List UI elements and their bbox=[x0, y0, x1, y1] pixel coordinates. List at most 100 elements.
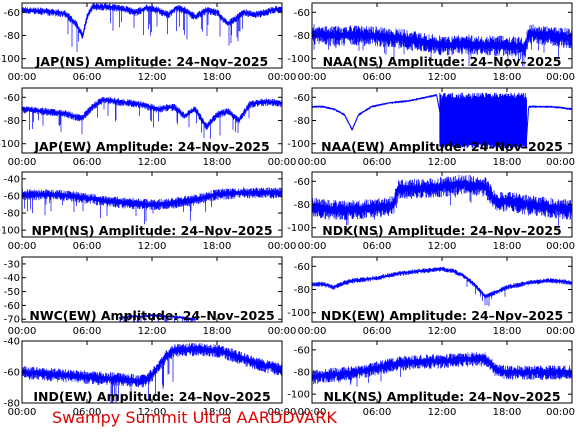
x-tick-label: 06:00 bbox=[363, 72, 392, 83]
x-tick-label: 00:00 bbox=[8, 326, 37, 337]
x-tick-label: 12:00 bbox=[138, 72, 167, 83]
x-tick-label: 12:00 bbox=[138, 326, 167, 337]
amplitude-centerline bbox=[22, 99, 282, 127]
x-tick-label: 06:00 bbox=[73, 407, 102, 418]
x-tick-label: 06:00 bbox=[73, 157, 102, 168]
chart-panel: -100 -80 -60 00:00 06:00 12:00 18:00 00:00 NAA(N… bbox=[287, 2, 575, 83]
x-tick-label: 18:00 bbox=[203, 241, 232, 252]
x-tick-label: 00:00 bbox=[268, 407, 297, 418]
x-tick-label: 00:00 bbox=[268, 157, 297, 168]
y-tick-label: -60 bbox=[4, 8, 20, 19]
amplitude-centerline bbox=[312, 358, 572, 377]
x-tick-label: 00:00 bbox=[546, 407, 575, 418]
x-tick-label: 18:00 bbox=[203, 407, 232, 418]
x-tick-label: 18:00 bbox=[203, 72, 232, 83]
y-tick-label: -60 bbox=[294, 93, 310, 104]
x-tick-label: 18:00 bbox=[493, 241, 522, 252]
y-tick-label: -80 bbox=[4, 116, 20, 127]
x-tick-label: 06:00 bbox=[363, 241, 392, 252]
station-footer: Swampy Summit Ultra AARDDVARK bbox=[52, 408, 337, 427]
chart-panel: -100 -80 -60 00:00 06:00 12:00 18:00 00:00 NAA(E… bbox=[287, 87, 575, 168]
y-tick-label: -100 bbox=[287, 139, 310, 150]
x-tick-label: 06:00 bbox=[363, 326, 392, 337]
y-tick-label: -80 bbox=[4, 31, 20, 42]
y-tick-label: -60 bbox=[4, 368, 20, 379]
x-tick-label: 00:00 bbox=[298, 72, 327, 83]
amplitude-centerline bbox=[312, 268, 572, 297]
y-tick-label: -60 bbox=[294, 262, 310, 273]
y-tick-label: -60 bbox=[4, 191, 20, 202]
x-tick-label: 06:00 bbox=[73, 241, 102, 252]
chart-panel: -70 -60 -50 -40 -30 00:00 06:00 12:00 18:00 00:00… bbox=[4, 256, 297, 337]
x-tick-label: 00:00 bbox=[546, 72, 575, 83]
y-tick-label: -80 bbox=[294, 116, 310, 127]
x-tick-label: 00:00 bbox=[298, 241, 327, 252]
y-tick-label: -100 bbox=[0, 226, 20, 237]
y-tick-label: -70 bbox=[4, 315, 20, 326]
amplitude-centerline bbox=[22, 192, 282, 206]
amplitude-trace bbox=[312, 352, 572, 387]
amplitude-trace bbox=[22, 3, 282, 52]
x-tick-label: 06:00 bbox=[73, 72, 102, 83]
x-tick-label: 00:00 bbox=[268, 326, 297, 337]
y-tick-label: -50 bbox=[4, 287, 20, 298]
y-tick-label: -100 bbox=[287, 308, 310, 319]
amplitude-trace bbox=[312, 266, 572, 307]
chart-title: NAA(NS) Amplitude: 24–Nov–2025 bbox=[323, 54, 562, 69]
amplitude-trace bbox=[22, 96, 282, 139]
y-tick-label: -80 bbox=[4, 399, 20, 410]
amplitude-trace bbox=[312, 174, 572, 228]
chart-panel: -100-80-6000:0006:0012:0018:0000:00JAP(N… bbox=[0, 2, 296, 83]
x-tick-label: 00:00 bbox=[268, 241, 297, 252]
x-tick-label: 18:00 bbox=[203, 326, 232, 337]
amplitude-centerline bbox=[312, 183, 572, 210]
chart-title: NAA(EW) Amplitude: 24–Nov–2025 bbox=[321, 139, 563, 154]
chart-panel: -100 -80 -60 00:00 06:00 12:00 18:00 00:00 NLK(N… bbox=[287, 340, 575, 418]
x-tick-label: 00:00 bbox=[298, 157, 327, 168]
x-tick-label: 18:00 bbox=[203, 157, 232, 168]
x-tick-label: 18:00 bbox=[493, 157, 522, 168]
chart-title: NWC(EW) Amplitude: 24–Nov–2025 bbox=[29, 308, 274, 323]
chart-title: NDK(EW) Amplitude: 24–Nov–2025 bbox=[321, 308, 563, 323]
y-tick-label: -80 bbox=[4, 209, 20, 220]
y-tick-label: -100 bbox=[287, 223, 310, 234]
noise-band bbox=[439, 92, 527, 149]
x-tick-label: 06:00 bbox=[73, 326, 102, 337]
x-tick-label: 12:00 bbox=[138, 241, 167, 252]
x-tick-label: 18:00 bbox=[493, 326, 522, 337]
amplitude-centerline bbox=[312, 32, 572, 48]
y-tick-label: -80 bbox=[294, 368, 310, 379]
chart-panel: -80 -60 -40 00:00 06:00 12:00 18:00 00:00 IND(EW… bbox=[4, 337, 297, 419]
amplitude-centerline bbox=[22, 5, 282, 37]
y-tick-label: -100 bbox=[287, 390, 310, 401]
amplitude-centerline bbox=[119, 314, 196, 320]
x-tick-label: 00:00 bbox=[8, 241, 37, 252]
y-tick-label: -100 bbox=[0, 139, 20, 150]
x-tick-label: 12:00 bbox=[138, 407, 167, 418]
x-tick-label: 00:00 bbox=[546, 157, 575, 168]
chart-title: JAP(EW) Amplitude: 24–Nov–2025 bbox=[33, 139, 269, 154]
amplitude-centerline bbox=[22, 348, 282, 382]
x-tick-label: 12:00 bbox=[138, 157, 167, 168]
chart-title: IND(EW) Amplitude: 24–Nov–2025 bbox=[33, 389, 270, 404]
chart-title: NPM(NS) Amplitude: 24–Nov–2025 bbox=[31, 223, 272, 238]
y-tick-label: -60 bbox=[294, 345, 310, 356]
x-tick-label: 00:00 bbox=[8, 157, 37, 168]
y-tick-label: -60 bbox=[4, 301, 20, 312]
x-tick-label: 12:00 bbox=[428, 72, 457, 83]
y-tick-label: -60 bbox=[294, 8, 310, 19]
chart-panel: -100 -80 -60 00:00 06:00 12:00 18:00 00:00 NDK(N… bbox=[287, 171, 575, 252]
chart-panel: -100 -80 -60 -40 00:00 06:00 12:00 18:00 00:00 NP… bbox=[0, 171, 297, 252]
x-tick-label: 00:00 bbox=[298, 326, 327, 337]
x-tick-label: 00:00 bbox=[298, 407, 327, 418]
y-tick-label: -40 bbox=[4, 273, 20, 284]
y-tick-label: -60 bbox=[294, 177, 310, 188]
y-tick-label: -100 bbox=[287, 54, 310, 65]
chart-title: JAP(NS) Amplitude: 24–Nov–2025 bbox=[35, 54, 268, 69]
x-tick-label: 00:00 bbox=[8, 407, 37, 418]
y-tick-label: -80 bbox=[294, 200, 310, 211]
chart-panel: -100 -80 -60 00:00 06:00 12:00 18:00 00:00 JAP(E… bbox=[0, 87, 297, 168]
x-tick-label: 00:00 bbox=[546, 241, 575, 252]
